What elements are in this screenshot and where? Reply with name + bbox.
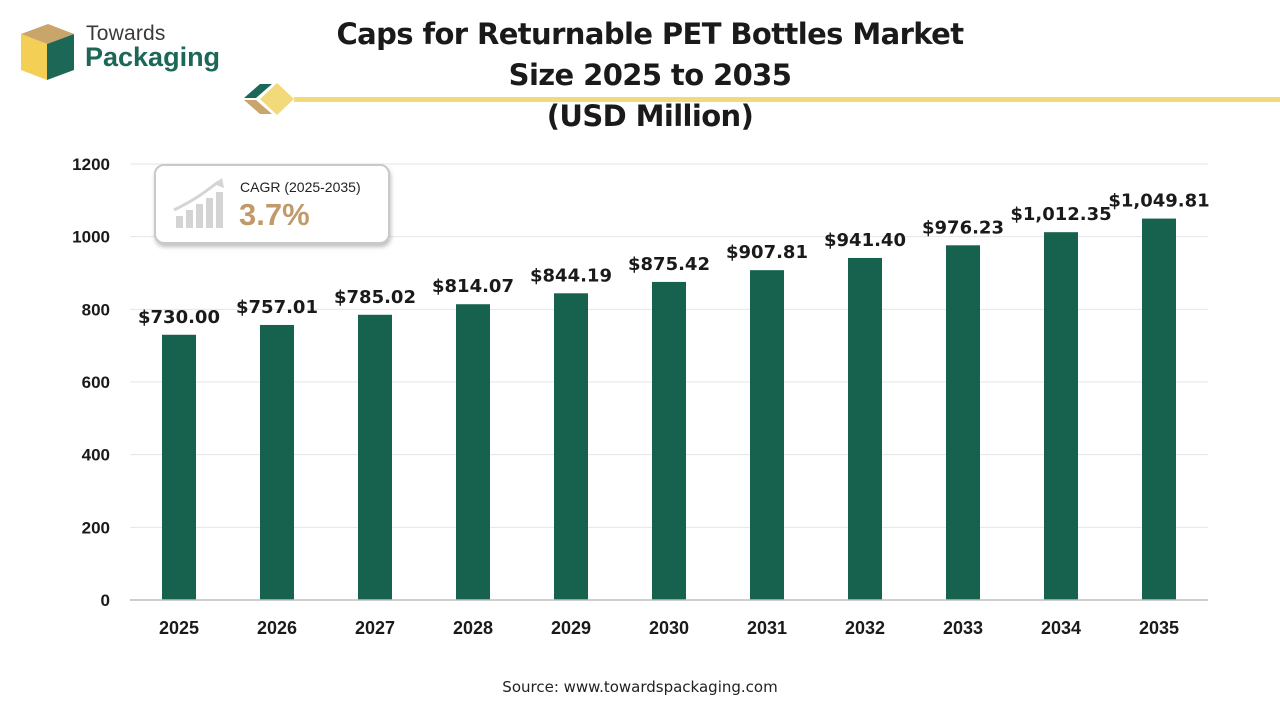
chart-title: Caps for Returnable PET Bottles Market S… bbox=[300, 14, 1000, 137]
y-tick-label: 200 bbox=[82, 518, 110, 537]
chart-title-line1: Caps for Returnable PET Bottles Market S… bbox=[336, 17, 964, 92]
data-label-2027: $785.02 bbox=[334, 287, 416, 308]
x-tick-label-2026: 2026 bbox=[257, 618, 297, 638]
data-label-2030: $875.42 bbox=[628, 254, 710, 275]
y-tick-label: 800 bbox=[82, 300, 110, 319]
chart-data-labels: $730.00 $757.01 $785.02 $814.07 $844.19 $875.… bbox=[138, 191, 1210, 328]
y-tick-label: 600 bbox=[82, 373, 110, 392]
growth-chart-icon bbox=[173, 178, 224, 228]
y-tick-label: 0 bbox=[101, 591, 110, 610]
bar-2025 bbox=[162, 334, 196, 600]
bar-2029 bbox=[554, 293, 588, 600]
divider-line bbox=[294, 97, 1280, 102]
box-logo-icon bbox=[21, 24, 74, 80]
divider-diamond-tan bbox=[244, 100, 272, 114]
brand-name-line2: Packaging bbox=[85, 42, 221, 72]
divider-diamond-dark bbox=[244, 84, 272, 98]
data-label-2025: $730.00 bbox=[138, 307, 220, 328]
data-label-2026: $757.01 bbox=[236, 297, 318, 318]
bar-2026 bbox=[260, 324, 294, 600]
y-tick-label: 1000 bbox=[72, 228, 110, 247]
x-tick-label-2035: 2035 bbox=[1139, 618, 1179, 638]
y-tick-label: 400 bbox=[82, 446, 110, 465]
bar-2034 bbox=[1044, 232, 1078, 600]
x-tick-label-2033: 2033 bbox=[943, 618, 983, 638]
y-tick-label: 1200 bbox=[72, 155, 110, 174]
x-tick-label-2034: 2034 bbox=[1041, 618, 1081, 638]
bar-2030 bbox=[652, 281, 686, 600]
data-label-2028: $814.07 bbox=[432, 276, 514, 297]
cagr-label: CAGR (2025-2035) bbox=[240, 179, 361, 195]
chart-bars bbox=[162, 218, 1176, 600]
chart-title-line2: (USD Million) bbox=[546, 99, 754, 133]
source-note: Source: www.towardspackaging.com bbox=[502, 678, 778, 696]
data-label-2033: $976.23 bbox=[922, 217, 1004, 238]
bar-2027 bbox=[358, 314, 392, 600]
divider-diamond-yellow bbox=[260, 83, 294, 115]
x-tick-label-2029: 2029 bbox=[551, 618, 591, 638]
cagr-value: 3.7% bbox=[239, 197, 310, 232]
x-tick-label-2027: 2027 bbox=[355, 618, 395, 638]
x-axis-ticks: 2025 2026 2027 2028 2029 2030 2031 2032 2033 2034… bbox=[159, 618, 1179, 638]
bar-2035 bbox=[1142, 218, 1176, 600]
data-label-2032: $941.40 bbox=[824, 230, 906, 251]
x-tick-label-2028: 2028 bbox=[453, 618, 493, 638]
data-label-2034: $1,012.35 bbox=[1010, 204, 1111, 225]
data-label-2035: $1,049.81 bbox=[1108, 191, 1209, 212]
x-tick-label-2031: 2031 bbox=[747, 618, 787, 638]
data-label-2031: $907.81 bbox=[726, 242, 808, 263]
bar-2033 bbox=[946, 245, 980, 600]
cagr-callout: CAGR (2025-2035) 3.7% bbox=[154, 164, 390, 244]
bar-2032 bbox=[848, 257, 882, 600]
brand-logo bbox=[18, 22, 248, 82]
title-divider bbox=[244, 83, 1280, 115]
brand-name-line1: Towards bbox=[86, 22, 166, 45]
bar-2028 bbox=[456, 304, 490, 600]
x-tick-label-2025: 2025 bbox=[159, 618, 199, 638]
data-label-2029: $844.19 bbox=[530, 265, 612, 286]
x-tick-label-2030: 2030 bbox=[649, 618, 689, 638]
x-tick-label-2032: 2032 bbox=[845, 618, 885, 638]
bar-2031 bbox=[750, 270, 784, 600]
y-axis-ticks: 0 200 400 600 800 1000 1200 bbox=[72, 155, 110, 610]
